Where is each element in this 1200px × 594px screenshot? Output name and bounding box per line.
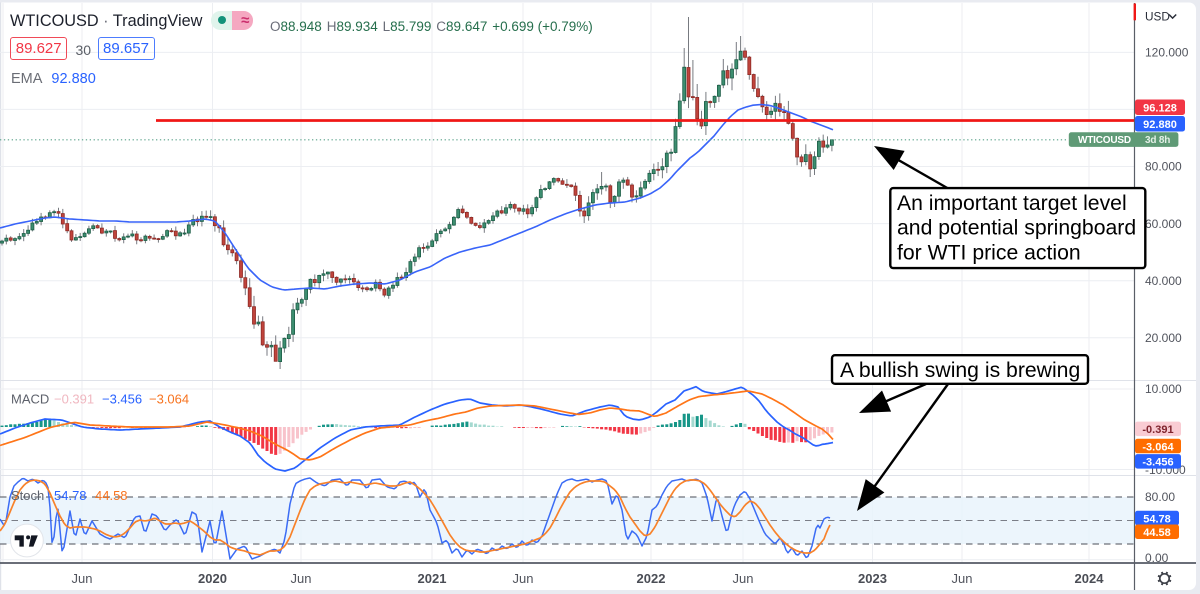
svg-text:40.000: 40.000 [1145, 274, 1182, 288]
svg-text:−3.456: −3.456 [102, 392, 142, 407]
svg-text:2022: 2022 [637, 571, 666, 586]
svg-text:10.000: 10.000 [1145, 382, 1182, 396]
svg-text:−3.064: −3.064 [149, 392, 189, 407]
svg-text:An important target level: An important target level [897, 192, 1127, 215]
svg-text:2024: 2024 [1075, 571, 1105, 586]
svg-text:A bullish swing is brewing: A bullish swing is brewing [840, 359, 1080, 382]
svg-text:54.78: 54.78 [1143, 513, 1171, 525]
svg-text:2023: 2023 [858, 571, 887, 586]
svg-text:Stoch: Stoch [11, 488, 44, 503]
svg-text:0.00: 0.00 [1145, 551, 1169, 565]
svg-text:Jun: Jun [291, 571, 312, 586]
svg-text:54.78: 54.78 [54, 488, 87, 503]
svg-text:Jun: Jun [513, 571, 534, 586]
svg-text:44.58: 44.58 [1143, 527, 1171, 539]
svg-text:2020: 2020 [198, 571, 227, 586]
svg-text:96.128: 96.128 [1143, 103, 1177, 115]
svg-text:120.000: 120.000 [1145, 46, 1189, 60]
svg-text:and potential springboard: and potential springboard [897, 217, 1136, 240]
svg-text:MACD: MACD [11, 392, 49, 407]
svg-text:3d 8h: 3d 8h [1145, 135, 1170, 146]
svg-text:-3.456: -3.456 [1142, 457, 1173, 469]
svg-text:WTICOUSD: WTICOUSD [1078, 135, 1131, 146]
svg-text:60.000: 60.000 [1145, 217, 1182, 231]
svg-text:80.00: 80.00 [1145, 490, 1175, 504]
svg-text:Jun: Jun [72, 571, 93, 586]
svg-text:−0.391: −0.391 [54, 392, 94, 407]
svg-text:Jun: Jun [733, 571, 754, 586]
svg-text:80.000: 80.000 [1145, 160, 1182, 174]
svg-text:44.58: 44.58 [95, 488, 128, 503]
svg-text:2021: 2021 [418, 571, 447, 586]
svg-text:92.880: 92.880 [1143, 119, 1177, 131]
svg-text:for WTI price action: for WTI price action [897, 241, 1081, 264]
svg-text:USD: USD [1145, 10, 1170, 24]
svg-text:20.000: 20.000 [1145, 331, 1182, 345]
svg-text:-0.391: -0.391 [1142, 424, 1173, 436]
svg-text:-3.064: -3.064 [1142, 441, 1174, 453]
svg-text:Jun: Jun [952, 571, 973, 586]
